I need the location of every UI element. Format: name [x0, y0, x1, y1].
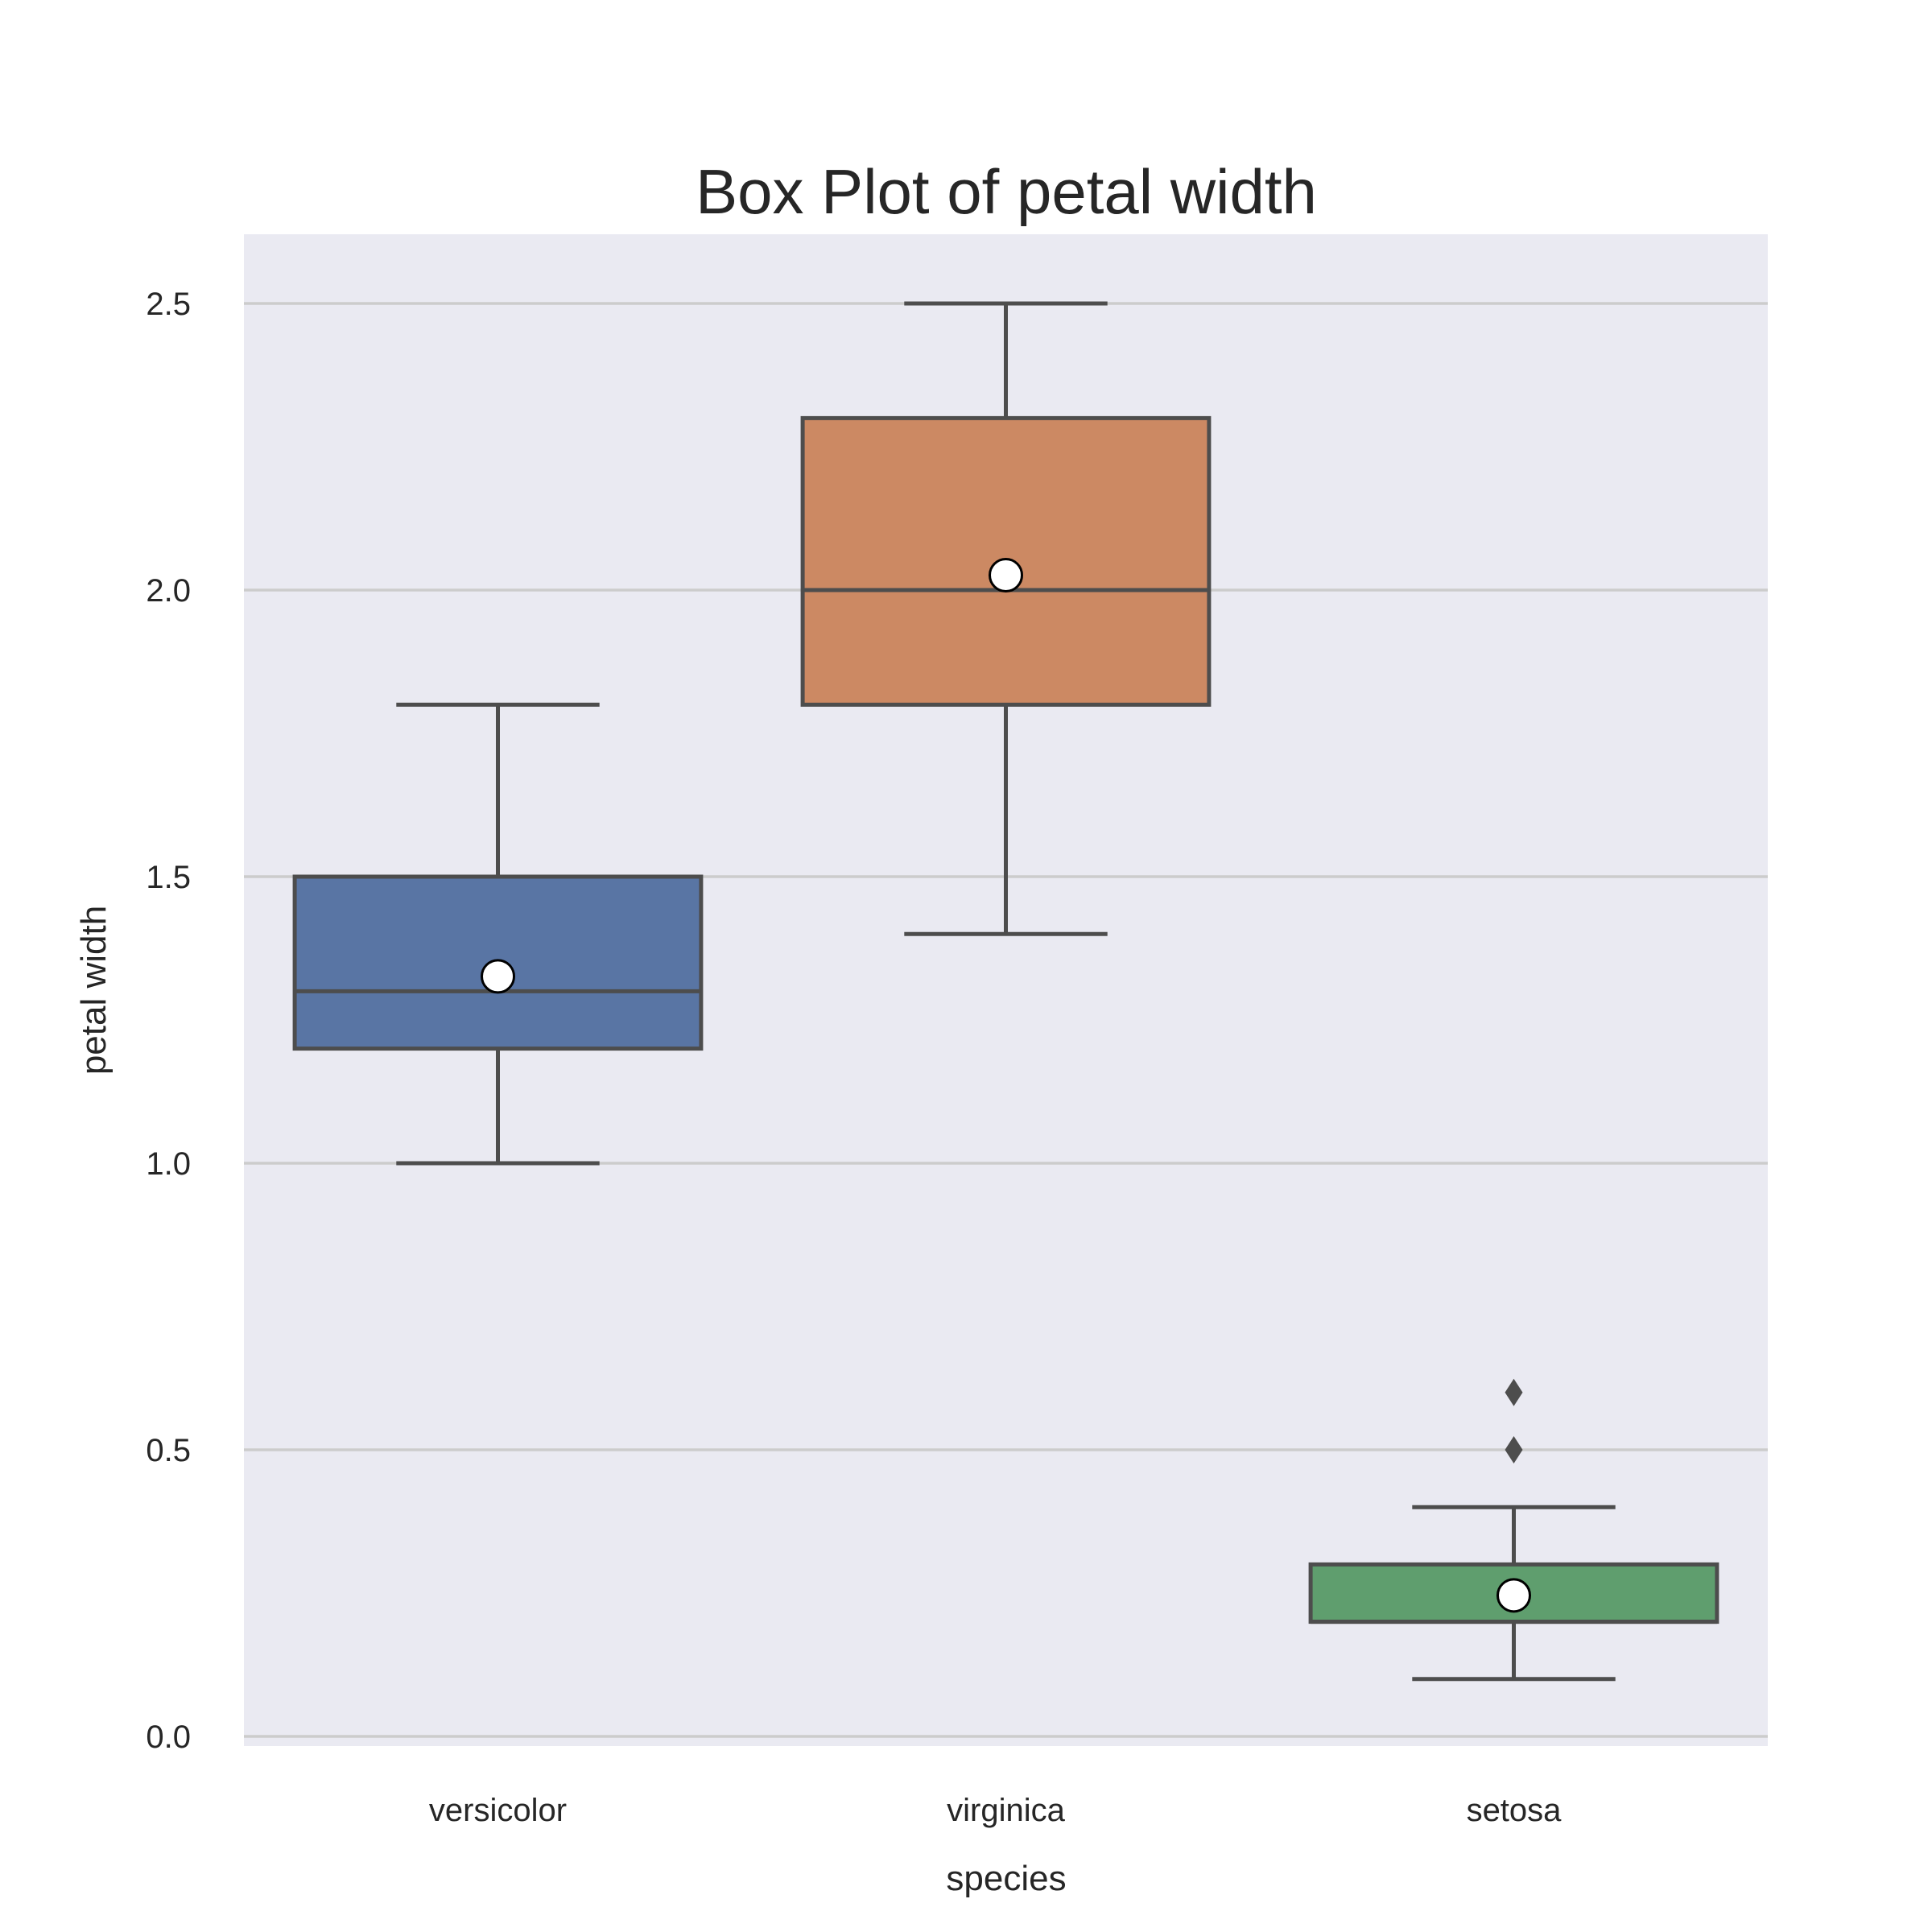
y-tick-label: 2.5: [146, 287, 191, 322]
x-axis-label: species: [946, 1859, 1066, 1898]
mean-marker: [989, 557, 1023, 592]
y-tick-labels: 0.0 0.5 1.0 1.5 2.0 2.5: [146, 287, 191, 1755]
y-tick-label: 0.5: [146, 1433, 191, 1468]
mean-marker: [1496, 1578, 1531, 1613]
box-virginica: [800, 301, 1212, 936]
chart-title: Box Plot of petal width: [696, 156, 1317, 227]
box-setosa: [1308, 1378, 1719, 1682]
x-tick-label: versicolor: [429, 1793, 567, 1828]
outlier-point: [1505, 1378, 1523, 1406]
y-axis-label: petal width: [74, 906, 114, 1075]
y-tick-label: 1.0: [146, 1146, 191, 1182]
y-tick-label: 0.0: [146, 1719, 191, 1755]
y-tick-label: 2.0: [146, 573, 191, 609]
x-tick-label: setosa: [1467, 1793, 1563, 1828]
box-versicolor: [292, 702, 704, 1166]
y-tick-label: 1.5: [146, 860, 191, 895]
box-layer: [292, 301, 1719, 1682]
x-tick-labels: versicolor virginica setosa: [429, 1793, 1562, 1828]
x-tick-label: virginica: [947, 1793, 1065, 1828]
outlier-point: [1505, 1436, 1523, 1463]
mean-marker: [481, 959, 515, 994]
